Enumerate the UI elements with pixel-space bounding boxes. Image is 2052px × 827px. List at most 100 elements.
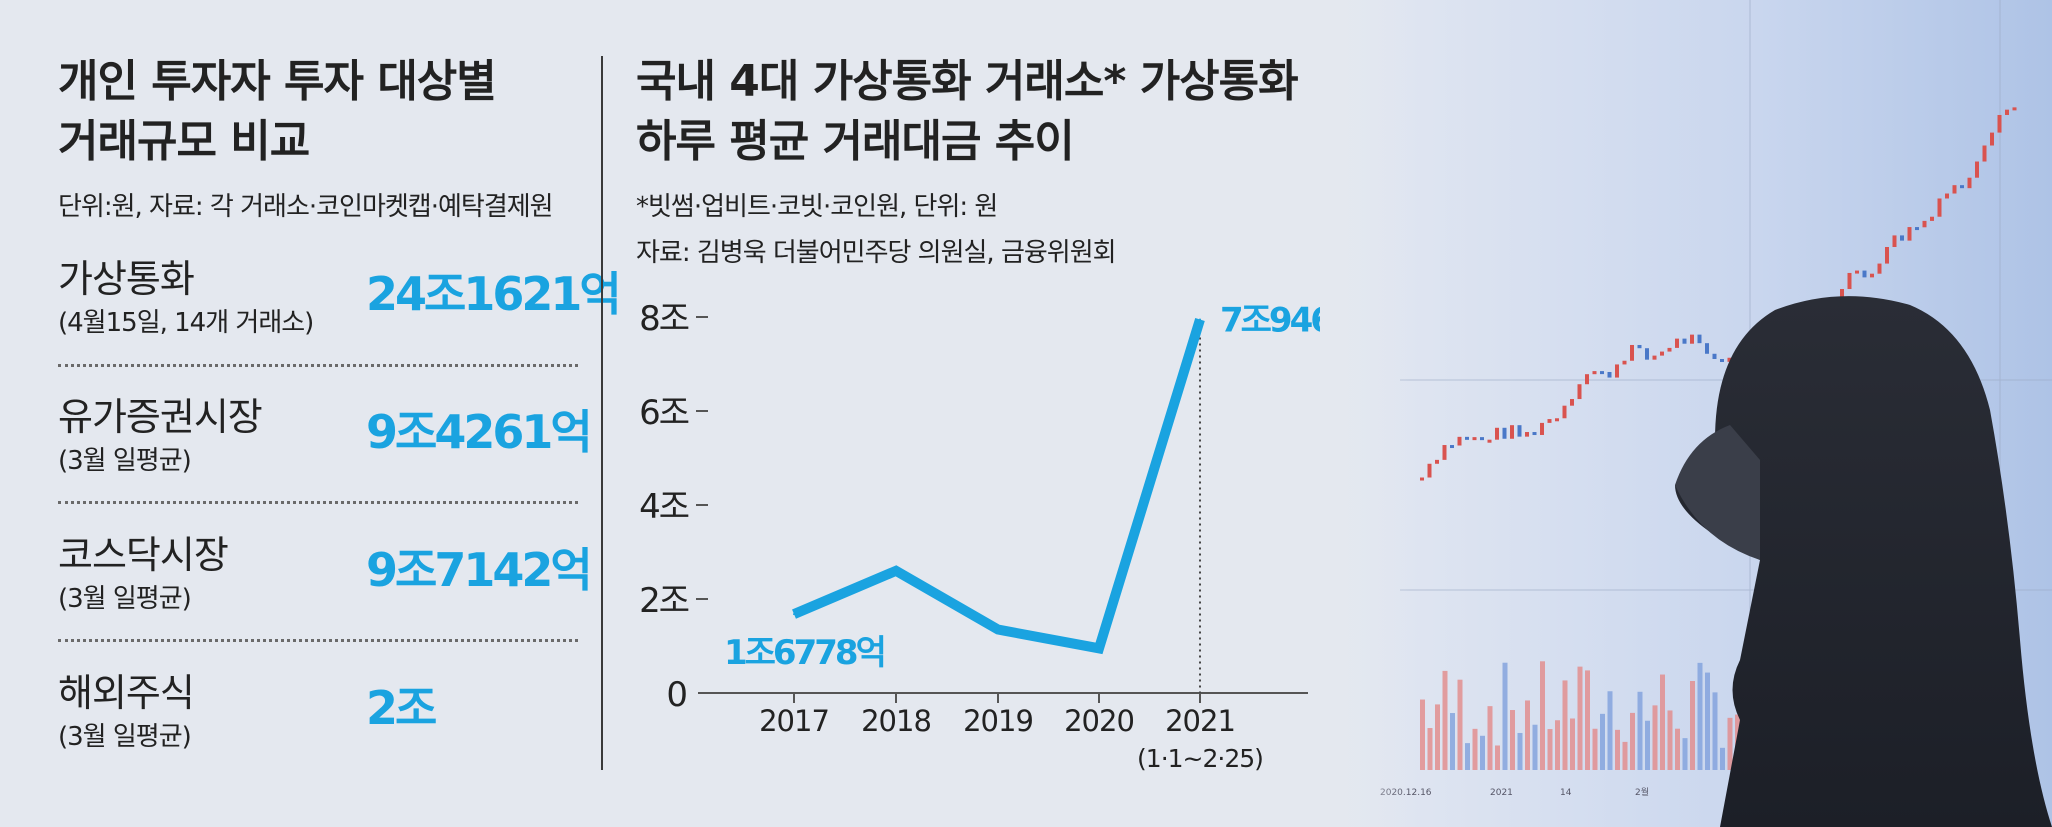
candle [1915,227,1919,231]
candle [1532,432,1537,436]
candle [1622,360,1627,365]
row-divider [58,364,578,367]
row-sub: (3월 일평균) [58,584,192,614]
candle [1472,437,1477,441]
volume-bar [1480,735,1485,770]
candle [1675,338,1679,348]
candle [1570,399,1574,406]
row-label: 코스닥시장 [58,533,229,577]
candle [1720,359,1724,363]
candle [1705,343,1709,354]
candle [1547,419,1552,423]
candle [1465,436,1469,440]
candle [1585,374,1589,385]
volume-bar [1660,674,1665,770]
volume-bar [1495,745,1500,770]
photo-edge-fade [1320,0,1410,827]
candle [1555,418,1559,422]
volume-bar [1435,704,1440,770]
candle [1945,193,1949,199]
candle [1510,425,1514,439]
comparison-unit-note: 단위:원, 자료: 각 거래소·코인마켓캡·예탁결제원 [58,192,554,222]
candle [1652,355,1657,360]
x-tick-label: 2017 [759,704,829,738]
chart-title-line2: 하루 평균 거래대금 추이 [636,116,1075,167]
candle [1907,227,1912,241]
volume-bar [1690,681,1695,770]
volume-bar [1487,706,1493,770]
volume-bar [1555,720,1560,770]
candle [1442,445,1447,460]
screen-axis-label: 14 [1560,788,1572,798]
data-point [895,569,897,572]
comparison-title-line2: 거래규모 비교 [58,116,310,167]
person-silhouette [1675,296,2052,827]
candle [1645,348,1649,360]
volume-bar [1622,741,1628,770]
volume-bar [1517,732,1523,770]
candle [1990,132,1994,146]
data-point [793,613,795,616]
candle [1592,371,1597,375]
candle [1600,371,1604,375]
row-value: 9조7142억 [366,543,593,597]
volume-bar [1427,728,1433,770]
candle [1712,353,1717,360]
trading-screen-illustration: 2020.12.16 2021 14 2월 [1320,0,2052,827]
candle [1615,364,1619,378]
candle [1637,344,1642,349]
comparison-title: 개인 투자자 투자 대상별 거래규모 비교 [58,52,578,172]
candle [1682,338,1687,344]
candle [1862,270,1867,278]
volume-bar [1645,720,1650,770]
x-tick-sublabel: (1·1~2·25) [1137,744,1263,773]
volume-bar [1652,705,1658,770]
volume-bar [1457,679,1463,770]
row-sub: (3월 일평균) [58,722,192,752]
candle [1577,384,1582,400]
chart-note-sources: *빗썸·업비트·코빗·코인원, 단위: 원 [636,192,998,222]
row-value: 9조4261억 [366,405,593,459]
candle [1960,185,1964,189]
candle [1457,436,1462,446]
candle [1982,145,1987,162]
candle [1885,247,1889,264]
chart-title: 국내 4대 가상통화 거래소* 가상통화 하루 평균 거래대금 추이 [636,52,1356,172]
volume-bar [1450,713,1455,770]
y-tick-label: 2조 [639,581,689,621]
data-point [997,628,999,631]
candle [1540,422,1544,435]
volume-bar [1532,724,1538,770]
volume-bar [1682,738,1688,770]
candle [1900,235,1904,241]
volume-bar [1420,699,1425,770]
chart-note-data: 자료: 김병욱 더불어민주당 의원실, 금융위원회 [636,238,1117,268]
candle [2012,107,2017,111]
candle [1877,263,1882,274]
volume-bar [1712,692,1718,770]
volume-bar [1720,747,1725,770]
volume-bar [1502,662,1508,770]
volume-bar [1630,712,1635,770]
data-point [1199,318,1201,321]
volume-bar [1607,691,1613,770]
y-tick-label: 0 [666,675,686,715]
volume-bar [1472,728,1478,770]
screen-axis-label: 2월 [1635,786,1649,798]
candle [1630,344,1634,361]
volume-bar [1540,661,1545,770]
volume-bar [1727,717,1733,770]
row-label: 해외주식 [58,671,195,715]
candle [1427,463,1432,478]
comparison-panel: 개인 투자자 투자 대상별 거래규모 비교 단위:원, 자료: 각 거래소·코인… [0,0,622,827]
x-tick-label: 2021 [1165,704,1235,738]
candle [1840,289,1844,303]
candle [1690,334,1694,344]
background-photo: 2020.12.16 2021 14 2월 [1320,0,2052,827]
volume-bar [1585,670,1590,770]
row-divider [58,639,578,642]
candle [1967,177,1972,189]
row-crypto: 가상통화 (4월15일, 14개 거래소) 24조1621억 [58,248,622,384]
screen-axis-label: 2021 [1490,788,1513,798]
row-value: 24조1621억 [366,267,622,321]
